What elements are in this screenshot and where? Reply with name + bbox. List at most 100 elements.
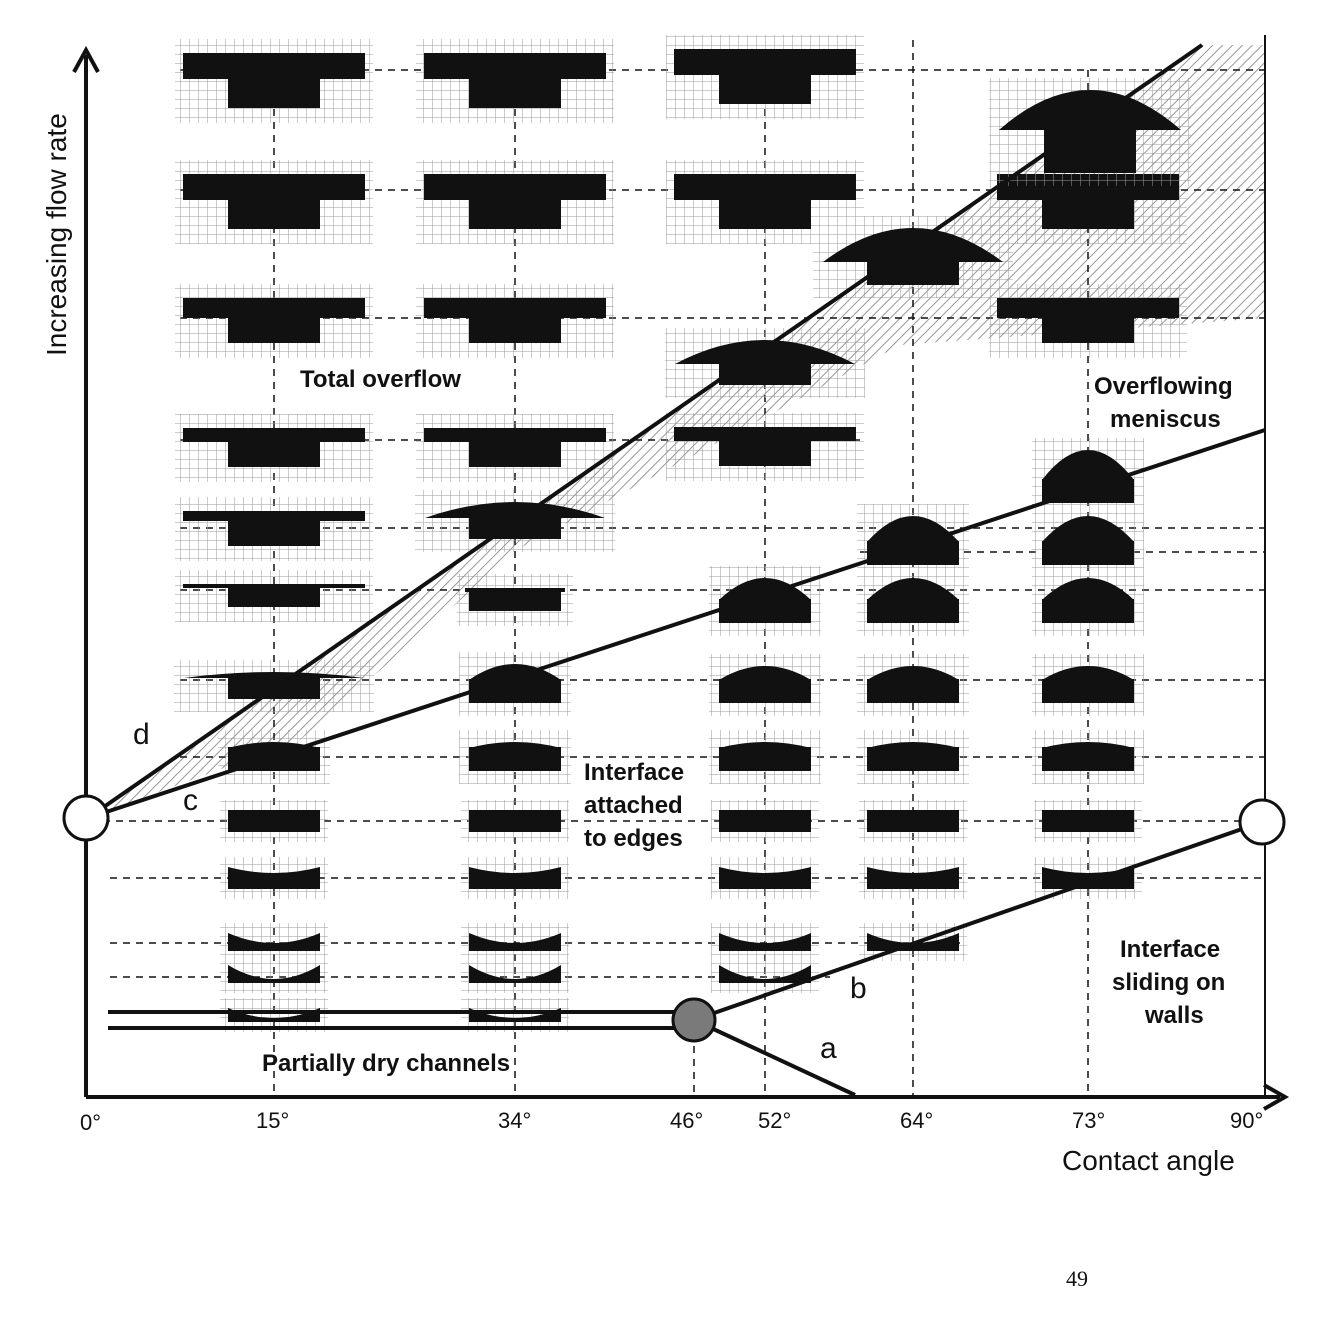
concave-meniscus — [228, 965, 320, 983]
channel-fill — [469, 441, 561, 467]
overflow-film — [183, 428, 365, 442]
region-attached-line1: Interface — [584, 759, 684, 786]
overflow-film — [183, 298, 365, 318]
channel-fill — [719, 74, 811, 104]
origin-point-marker — [62, 794, 110, 842]
concave-meniscus — [469, 965, 561, 983]
region-sliding-line2: sliding on — [1112, 969, 1225, 996]
concave-meniscus — [228, 1008, 320, 1022]
overflow-film — [183, 174, 365, 200]
y-axis-arrowhead — [72, 45, 100, 73]
overflow-film — [424, 53, 606, 79]
region-attached-line3: to edges — [584, 825, 683, 852]
concave-meniscus — [228, 867, 320, 889]
overflow-film — [183, 53, 365, 79]
channel-fill — [228, 317, 320, 343]
channel-fill — [719, 199, 811, 229]
meniscus-bulge — [867, 742, 959, 748]
flat-interface — [719, 810, 811, 832]
channel-fill — [719, 363, 811, 385]
page-number: 49 — [1066, 1266, 1088, 1291]
axes — [72, 45, 1290, 1111]
x-tick-15: 15° — [256, 1108, 289, 1133]
x-tick-34: 34° — [498, 1108, 531, 1133]
channel-fill — [1042, 199, 1134, 229]
channel-fill — [228, 199, 320, 229]
overflow-film — [674, 174, 856, 200]
channel-fill — [469, 517, 561, 539]
channel-fill — [469, 679, 561, 703]
meniscus-bulge — [867, 578, 959, 600]
region-partially-dry: Partially dry channels — [262, 1050, 510, 1077]
flat-interface — [1042, 810, 1134, 832]
curve-label-a: a — [820, 1032, 837, 1065]
curve-label-d: d — [133, 718, 150, 751]
overflow-film — [424, 298, 606, 318]
channel-fill — [867, 679, 959, 703]
region-attached-line2: attached — [584, 792, 683, 819]
channel-fill — [719, 747, 811, 771]
curve-a-line — [693, 1018, 856, 1097]
concave-meniscus — [228, 933, 320, 951]
region-total-overflow: Total overflow — [300, 366, 461, 393]
channel-fill — [469, 591, 561, 611]
x-axis-label: Contact angle — [1062, 1145, 1235, 1176]
channel-fill — [1042, 679, 1134, 703]
meniscus-bulge — [469, 742, 561, 748]
concave-meniscus — [1042, 867, 1134, 889]
curve-label-c: c — [183, 784, 198, 817]
x-tick-64: 64° — [900, 1108, 933, 1133]
region-overflowing-meniscus-line1: Overflowing — [1094, 373, 1233, 400]
channel-fill — [867, 747, 959, 771]
curve-d-line — [86, 43, 1204, 820]
channel-fill — [228, 587, 320, 607]
meniscus-bulge — [719, 742, 811, 748]
channel-fill — [1042, 317, 1134, 343]
meniscus-bulge — [1042, 516, 1134, 542]
meniscus-bulge — [1042, 742, 1134, 748]
x-tick-46: 46° — [670, 1108, 703, 1133]
x-tick-73: 73° — [1072, 1108, 1105, 1133]
meniscus-bulge — [867, 666, 959, 680]
overflow-film — [183, 511, 365, 521]
meniscus-bulge — [1042, 666, 1134, 680]
channel-fill — [228, 520, 320, 546]
overflow-film — [183, 584, 365, 588]
concave-meniscus — [719, 867, 811, 889]
overflow-film — [674, 49, 856, 75]
channel-cross-sections — [174, 35, 1191, 1032]
channel-fill — [228, 441, 320, 467]
channel-fill — [469, 317, 561, 343]
concave-meniscus — [719, 965, 811, 983]
meniscus-bulge — [867, 516, 959, 542]
region-sliding-line3: walls — [1144, 1002, 1204, 1029]
concave-meniscus — [719, 933, 811, 951]
channel-fill — [1042, 599, 1134, 623]
meniscus-bulge — [228, 742, 320, 748]
channel-fill — [1042, 541, 1134, 565]
channel-fill — [719, 679, 811, 703]
concave-meniscus — [867, 867, 959, 889]
channel-fill — [1042, 747, 1134, 771]
channel-fill — [469, 747, 561, 771]
curve-label-b: b — [850, 972, 867, 1005]
x-tick-90: 90° — [1230, 1108, 1263, 1133]
channel-fill — [469, 78, 561, 108]
meniscus-bulge — [719, 666, 811, 680]
overflow-film — [997, 298, 1179, 318]
y-axis-label: Increasing flow rate — [41, 113, 72, 356]
meniscus-bulge — [184, 672, 364, 678]
overflow-film — [465, 588, 565, 592]
channel-fill — [228, 78, 320, 108]
meniscus-bulge — [999, 90, 1181, 130]
concave-meniscus — [469, 1008, 561, 1022]
boundary-lines — [86, 43, 1266, 1097]
concave-meniscus — [469, 933, 561, 951]
channel-fill — [1044, 129, 1136, 173]
channel-fill — [719, 599, 811, 623]
channel-fill — [867, 599, 959, 623]
overflow-film — [424, 428, 606, 442]
region-overflowing-meniscus-line2: meniscus — [1110, 406, 1221, 433]
meniscus-bulge — [1042, 450, 1134, 480]
